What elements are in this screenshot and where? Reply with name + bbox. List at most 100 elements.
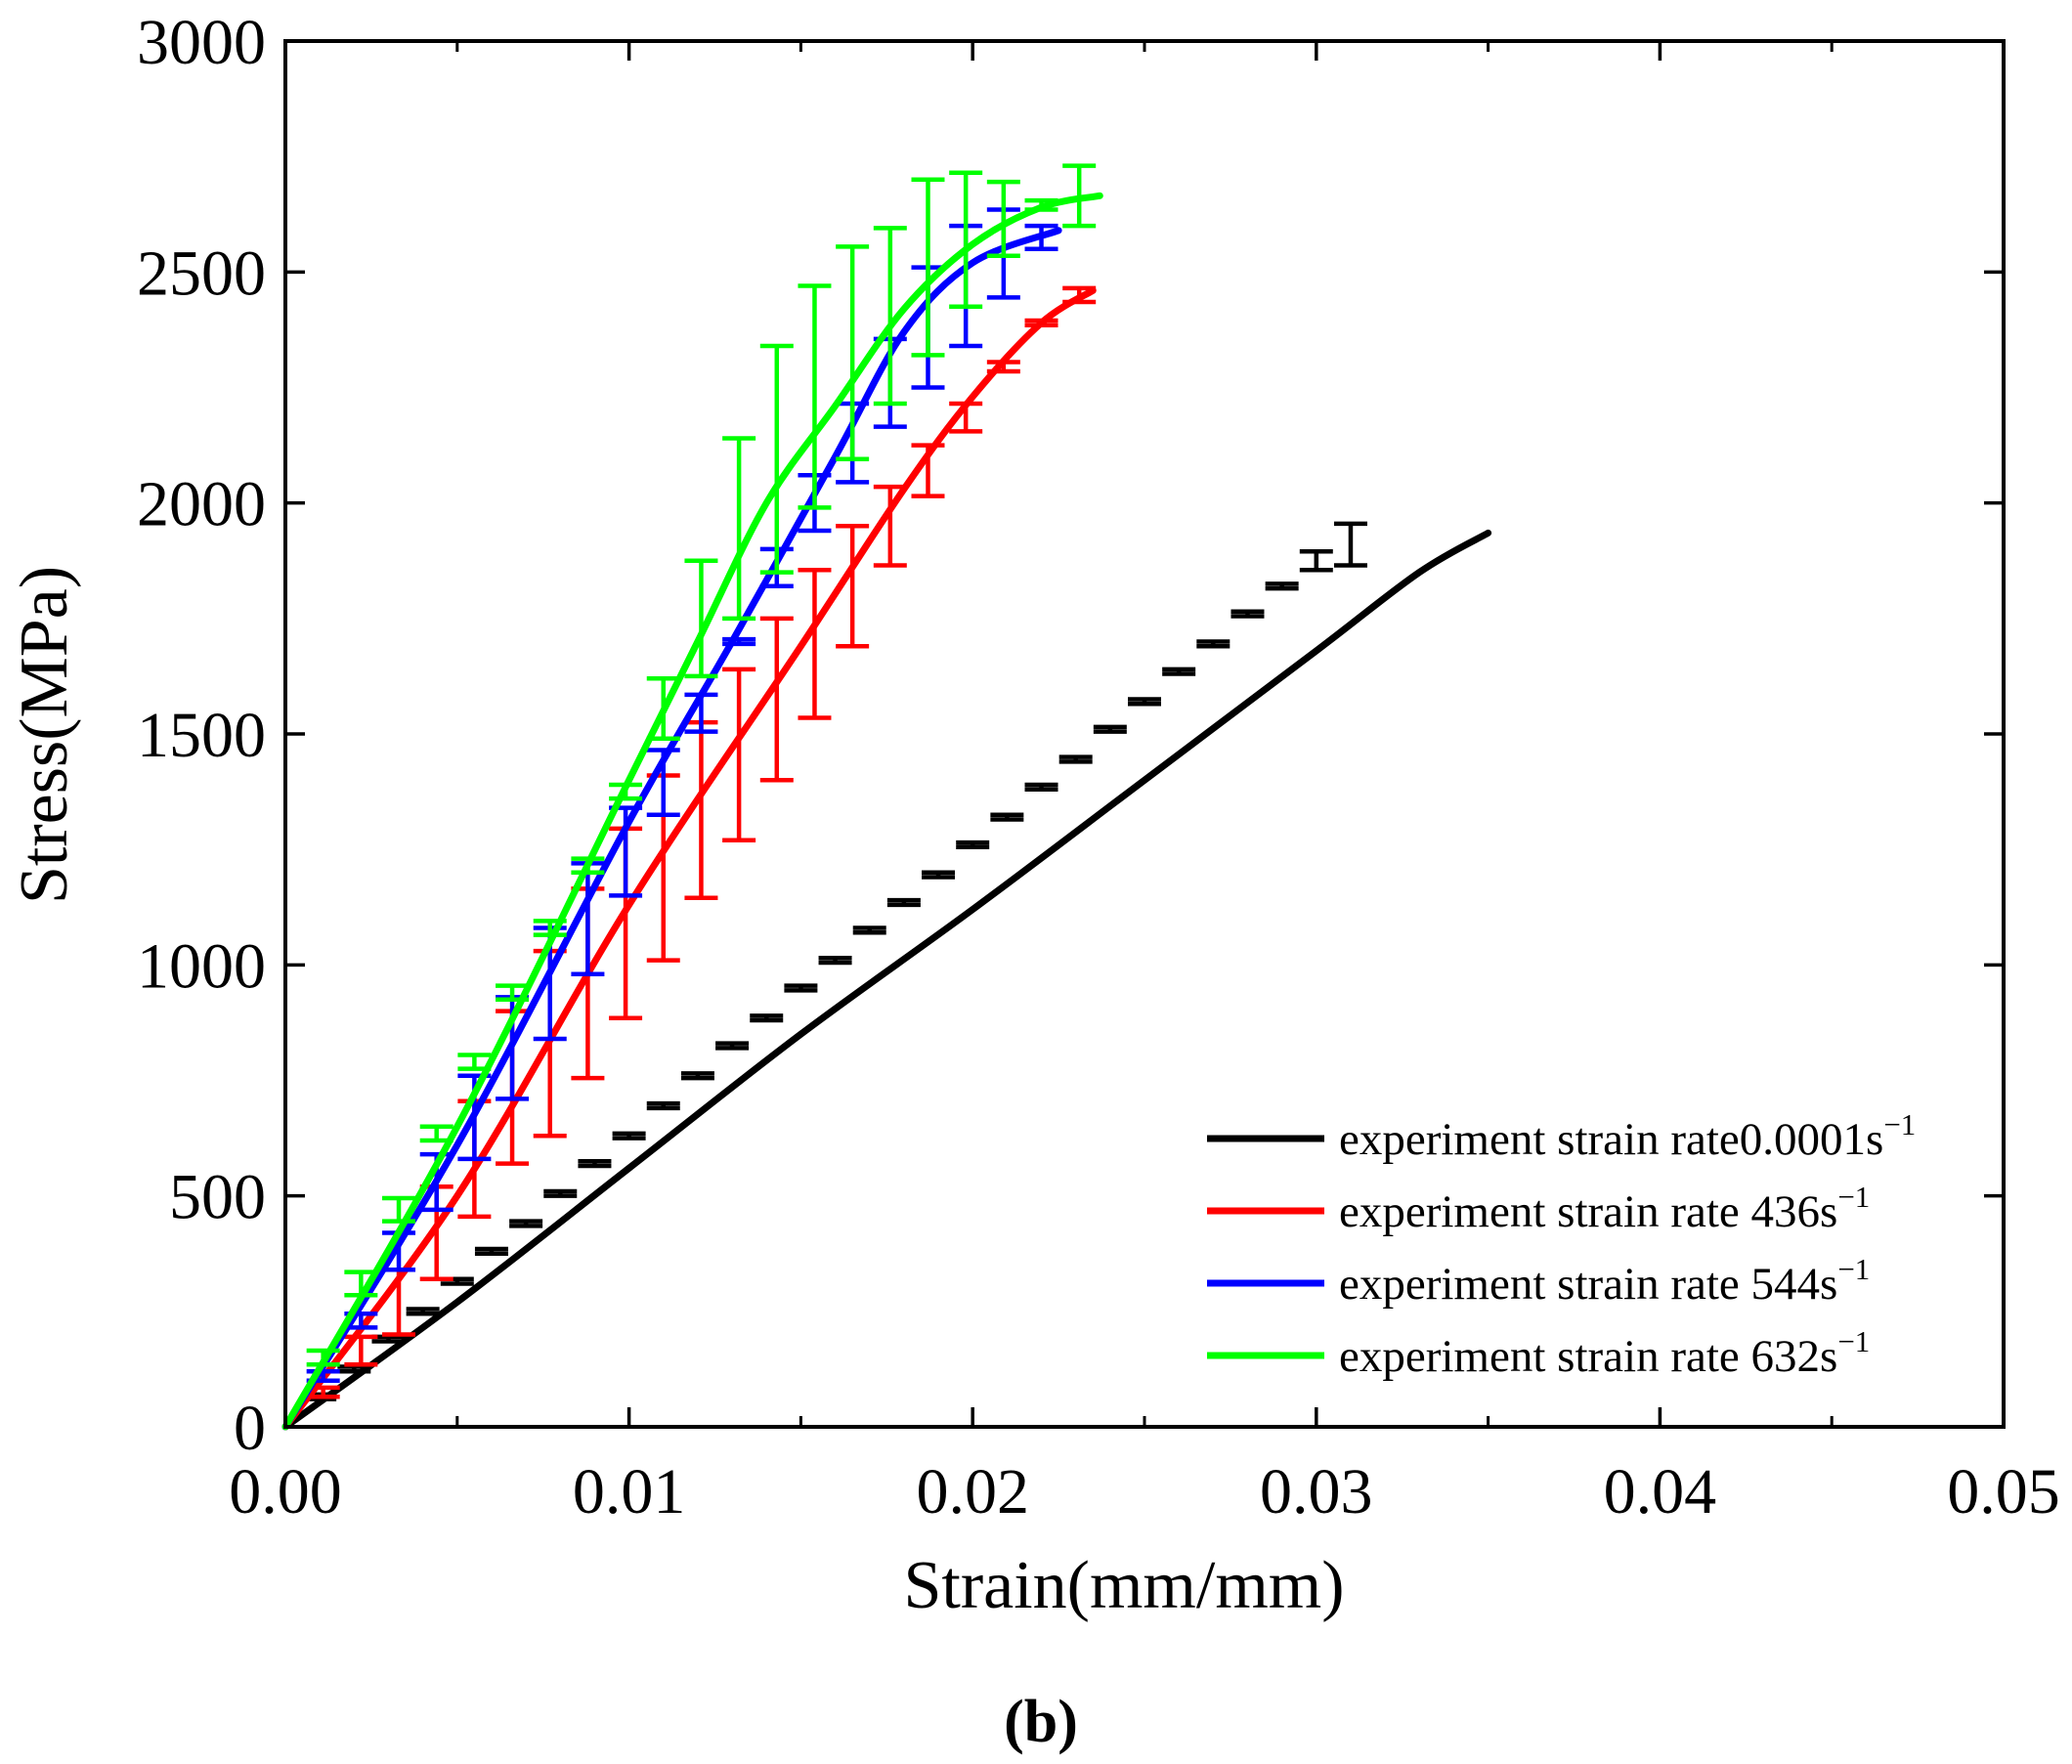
series-line [281, 286, 1097, 1431]
error-bar [1062, 163, 1097, 229]
x-tick-label: 0.03 [1260, 1456, 1373, 1527]
error-bar [818, 955, 852, 966]
legend-label-text: experiment strain rate 544s [1339, 1259, 1837, 1310]
error-bar [382, 1268, 416, 1337]
series-0 [281, 521, 1492, 1431]
error-bar [306, 1348, 340, 1367]
error-bar [509, 1219, 543, 1228]
y-tick-label: 2500 [137, 237, 266, 309]
y-tick-label: 1500 [137, 700, 266, 771]
error-bar [684, 558, 718, 679]
legend-label: experiment strain rate 632s−1 [1339, 1324, 1870, 1382]
error-bar [798, 283, 832, 510]
error-bar [1333, 521, 1367, 568]
error-bar [1230, 609, 1265, 619]
x-tick-label: 0.01 [573, 1456, 686, 1527]
error-bar [750, 1013, 784, 1023]
legend-item: experiment strain rate 632s−1 [1207, 1324, 1870, 1382]
error-bar [533, 919, 567, 937]
legend-label: experiment strain rate 436s−1 [1339, 1180, 1870, 1237]
y-tick-label: 500 [169, 1162, 266, 1233]
error-bar [759, 343, 794, 575]
error-bar [680, 1071, 714, 1081]
x-tick-label: 0.00 [229, 1456, 342, 1527]
error-bar [886, 897, 921, 908]
legend-label: experiment strain rate0.0001s−1 [1339, 1107, 1916, 1165]
legend-label-superscript: −1 [1837, 1180, 1870, 1214]
error-bar [571, 856, 605, 876]
error-bar [1058, 754, 1093, 764]
legend-item: experiment strain rate 436s−1 [1207, 1180, 1870, 1237]
x-tick-label: 0.04 [1604, 1456, 1717, 1527]
legend-label-text: experiment strain rate 632s [1339, 1331, 1837, 1382]
error-bar [836, 244, 870, 462]
error-bar [1196, 639, 1230, 649]
y-axis-title: Stress(MPa) [7, 566, 82, 904]
error-bar [911, 443, 945, 498]
error-bar [457, 1053, 492, 1071]
error-bar [646, 748, 680, 817]
error-bar [578, 1158, 612, 1169]
series-2 [281, 207, 1062, 1431]
error-bar [646, 1100, 680, 1111]
y-tick-label: 3000 [137, 7, 266, 78]
y-tick-label: 1000 [137, 930, 266, 1002]
error-bar [1024, 318, 1058, 327]
figure-caption: (b) [1004, 1689, 1078, 1755]
error-bar [990, 812, 1024, 822]
series-3 [281, 163, 1103, 1431]
error-bar [1265, 581, 1299, 591]
legend-label: experiment strain rate 544s−1 [1339, 1252, 1870, 1310]
error-bar [612, 1131, 646, 1140]
y-tick-label: 2000 [137, 469, 266, 540]
series-line [281, 529, 1492, 1431]
legend-label-superscript: −1 [1883, 1107, 1916, 1141]
legend-label-superscript: −1 [1837, 1252, 1870, 1286]
y-tick-label: 0 [234, 1393, 266, 1464]
legend-label-text: experiment strain rate 436s [1339, 1186, 1837, 1237]
legend-label-superscript: −1 [1837, 1324, 1870, 1358]
error-bar [949, 170, 983, 310]
error-bar [986, 360, 1020, 374]
error-bar [1162, 667, 1196, 676]
error-bar [722, 436, 756, 622]
error-bar [722, 667, 756, 842]
error-bar [543, 1188, 578, 1198]
x-tick-label: 0.05 [1947, 1456, 2060, 1527]
legend-item: experiment strain rate 544s−1 [1207, 1252, 1870, 1310]
error-bar [911, 177, 945, 358]
error-bar [1062, 285, 1097, 305]
error-bar [1024, 223, 1058, 251]
series-1 [281, 285, 1097, 1431]
tick-labels: 0.00 0.01 0.02 0.03 0.04 0.05 0 500 1000 1500 2000… [137, 7, 2060, 1527]
error-bar [873, 226, 907, 407]
error-bar [722, 636, 756, 647]
error-bar [496, 983, 530, 1003]
error-bar [344, 1269, 378, 1298]
error-bar [956, 839, 990, 850]
error-bar [949, 401, 983, 434]
error-bar [784, 983, 818, 993]
error-bar [337, 1364, 371, 1374]
legend: experiment strain rate0.0001s−1 experimen… [1207, 1107, 1916, 1382]
error-bar [646, 676, 680, 741]
error-bar [419, 1124, 453, 1143]
error-bar [798, 567, 832, 720]
error-bar [1093, 724, 1127, 734]
error-bar [852, 925, 886, 935]
series-line [281, 227, 1062, 1431]
error-bar [1299, 549, 1333, 573]
error-bar [609, 782, 643, 801]
error-bar [406, 1307, 440, 1316]
legend-item: experiment strain rate0.0001s−1 [1207, 1107, 1916, 1165]
error-bar [873, 484, 907, 568]
error-bar [344, 1334, 378, 1367]
error-bar [986, 179, 1020, 259]
error-bar [1024, 782, 1058, 792]
error-bar [836, 524, 870, 649]
error-bar [922, 870, 956, 880]
error-bar [715, 1041, 750, 1051]
plot-frame [283, 39, 2006, 1429]
x-tick-label: 0.02 [916, 1456, 1029, 1527]
